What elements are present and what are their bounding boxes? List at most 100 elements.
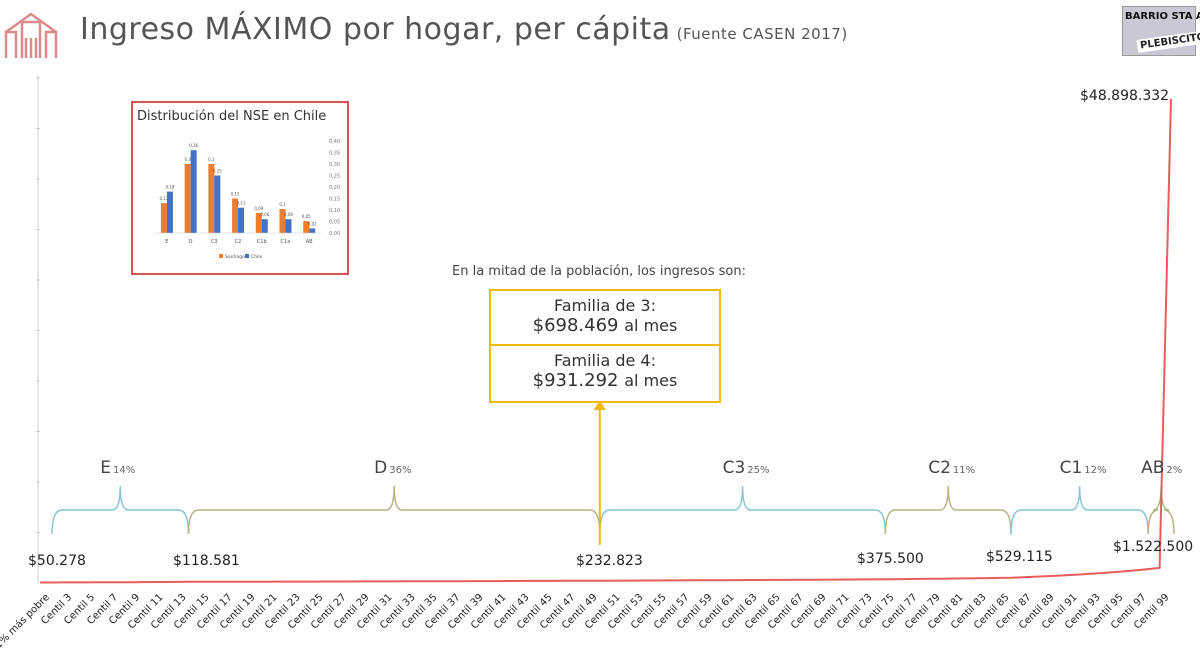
inset-y-tick: 0,25 (329, 174, 340, 180)
inset-bar (160, 203, 167, 233)
inset-bar-label: 0,1 (279, 202, 286, 207)
segment-pct: 14% (113, 465, 136, 476)
value-label: $48.898.332 (1080, 88, 1170, 104)
inset-bar-label: 0,06 (260, 212, 269, 217)
inset-bar-label: 0,25 (213, 169, 222, 174)
inset-bar (309, 228, 316, 233)
inset-bar-label: 0,09 (254, 206, 263, 211)
inset-bar (303, 221, 310, 233)
inset-bar (255, 212, 262, 233)
segment-pct: 36% (389, 465, 412, 476)
segment-pct: 25% (747, 465, 770, 476)
family4-unit: al mes (624, 371, 678, 390)
inset-bar (214, 175, 221, 233)
segment-name: D (374, 458, 388, 478)
callout-arrow (593, 400, 606, 545)
inset-bar-label: 0,11 (237, 201, 246, 206)
inset-category-label: AB (306, 239, 313, 245)
value-label: $50.278 (28, 553, 86, 569)
segment-label-ab: AB 2% (1141, 458, 1182, 478)
inset-bar (208, 164, 215, 233)
brace-c2 (884, 485, 1012, 535)
family4-label: Familia de 4: (553, 351, 656, 370)
segment-pct: 2% (1166, 465, 1183, 476)
segment-name: C2 (928, 458, 951, 478)
inset-bar (166, 191, 173, 233)
value-label: $1.522.500 (1113, 539, 1194, 555)
segment-label-d: D 36% (374, 458, 411, 478)
badge-line1: BARRIO STA ANA (1125, 11, 1200, 22)
inset-nse-chart: Distribución del NSE en Chile 0,00 0,05 0,… (131, 101, 349, 275)
segment-name: C1 (1059, 458, 1083, 478)
inset-svg: 0,00 0,05 0,10 0,15 0,20 0,25 0,30 0,35 0,40 0,13… (155, 139, 340, 260)
segment-pct: 11% (952, 465, 976, 476)
value-label: $375.500 (857, 551, 924, 567)
income-series (40, 98, 1172, 584)
barrio-badge: BARRIO STA ANA PLEBISCITO (1122, 6, 1200, 56)
inset-legend-label: Chile (251, 254, 262, 260)
segment-name: AB (1141, 458, 1165, 478)
inset-legend-label: Santiago (225, 254, 245, 260)
segment-label-c3: C3 25% (723, 458, 770, 478)
inset-category-label: C3 (211, 239, 218, 245)
value-label: $118.581 (173, 553, 240, 569)
family3-value: $698.469 (532, 315, 619, 336)
inset-y-tick: 0,05 (329, 220, 340, 226)
arrow-head (593, 400, 606, 410)
income-line (40, 98, 1172, 584)
inset-legend-swatch (219, 254, 223, 258)
brace-d (187, 485, 601, 535)
inset-bar-label: 0,05 (302, 214, 311, 219)
page-title: Ingreso MÁXIMO por hogar, per cápita (Fue… (80, 12, 848, 47)
inset-bar (261, 219, 268, 233)
inset-y-tick: 0,30 (329, 162, 340, 168)
family3-unit: al mes (624, 316, 678, 335)
segment-pct: 12% (1084, 465, 1107, 476)
inset-bar (184, 164, 191, 233)
value-label: $529.115 (986, 549, 1053, 565)
brace-e (51, 485, 190, 535)
family3-label: Familia de 3: (553, 296, 656, 315)
inset-bar-label: 0,15 (231, 192, 240, 197)
inset-category-label: C1a (281, 239, 291, 245)
inset-legend-swatch (245, 254, 249, 258)
inset-bar-label: 0,36 (189, 143, 198, 148)
inset-y-tick: 0,00 (329, 231, 340, 237)
inset-bar (279, 209, 286, 233)
segment-name: E (100, 458, 111, 478)
inset-bar-label: 0,02 (308, 221, 317, 226)
inset-category-label: D (189, 239, 193, 245)
inset-bar (238, 207, 245, 233)
inset-y-tick: 0,10 (329, 208, 340, 214)
inset-category-label: C1b (257, 239, 267, 245)
segment-label-e: E 14% (100, 458, 135, 478)
inset-bar-label: 0,3 (208, 157, 215, 162)
family4-value: $931.292 (532, 370, 619, 391)
family3-box: Familia de 3: $698.469 al mes (489, 289, 721, 346)
brace-c3 (599, 485, 887, 535)
inset-bar-label: 0,13 (159, 196, 168, 201)
inset-bar (285, 219, 292, 233)
inset-title: Distribución del NSE en Chile (137, 109, 327, 124)
segment-braces (51, 485, 1175, 535)
segment-label-c1: C1 12% (1060, 458, 1107, 478)
page-subtitle: (Fuente CASEN 2017) (676, 25, 848, 43)
value-label: $232.823 (576, 553, 643, 569)
inset-y-tick: 0,20 (329, 185, 340, 191)
inset-y-tick: 0,40 (329, 139, 340, 145)
inset-bar-label: 0,3 (184, 157, 191, 162)
y-axis (36, 75, 40, 583)
inset-bar (190, 150, 197, 233)
family4-box: Familia de 4: $931.292 al mes (489, 344, 721, 403)
segment-label-c2: C2 11% (928, 458, 975, 478)
inset-category-label: E (165, 239, 168, 245)
logo-icon (2, 10, 60, 62)
inset-category-label: C2 (235, 239, 242, 245)
inset-bar-label: 0,06 (284, 212, 293, 217)
inset-bar-label: 0,18 (165, 185, 174, 190)
brace-c1 (1010, 485, 1149, 535)
callout-intro: En la mitad de la población, los ingreso… (452, 264, 746, 279)
inset-y-tick: 0,35 (329, 151, 340, 157)
inset-bar (232, 198, 239, 233)
